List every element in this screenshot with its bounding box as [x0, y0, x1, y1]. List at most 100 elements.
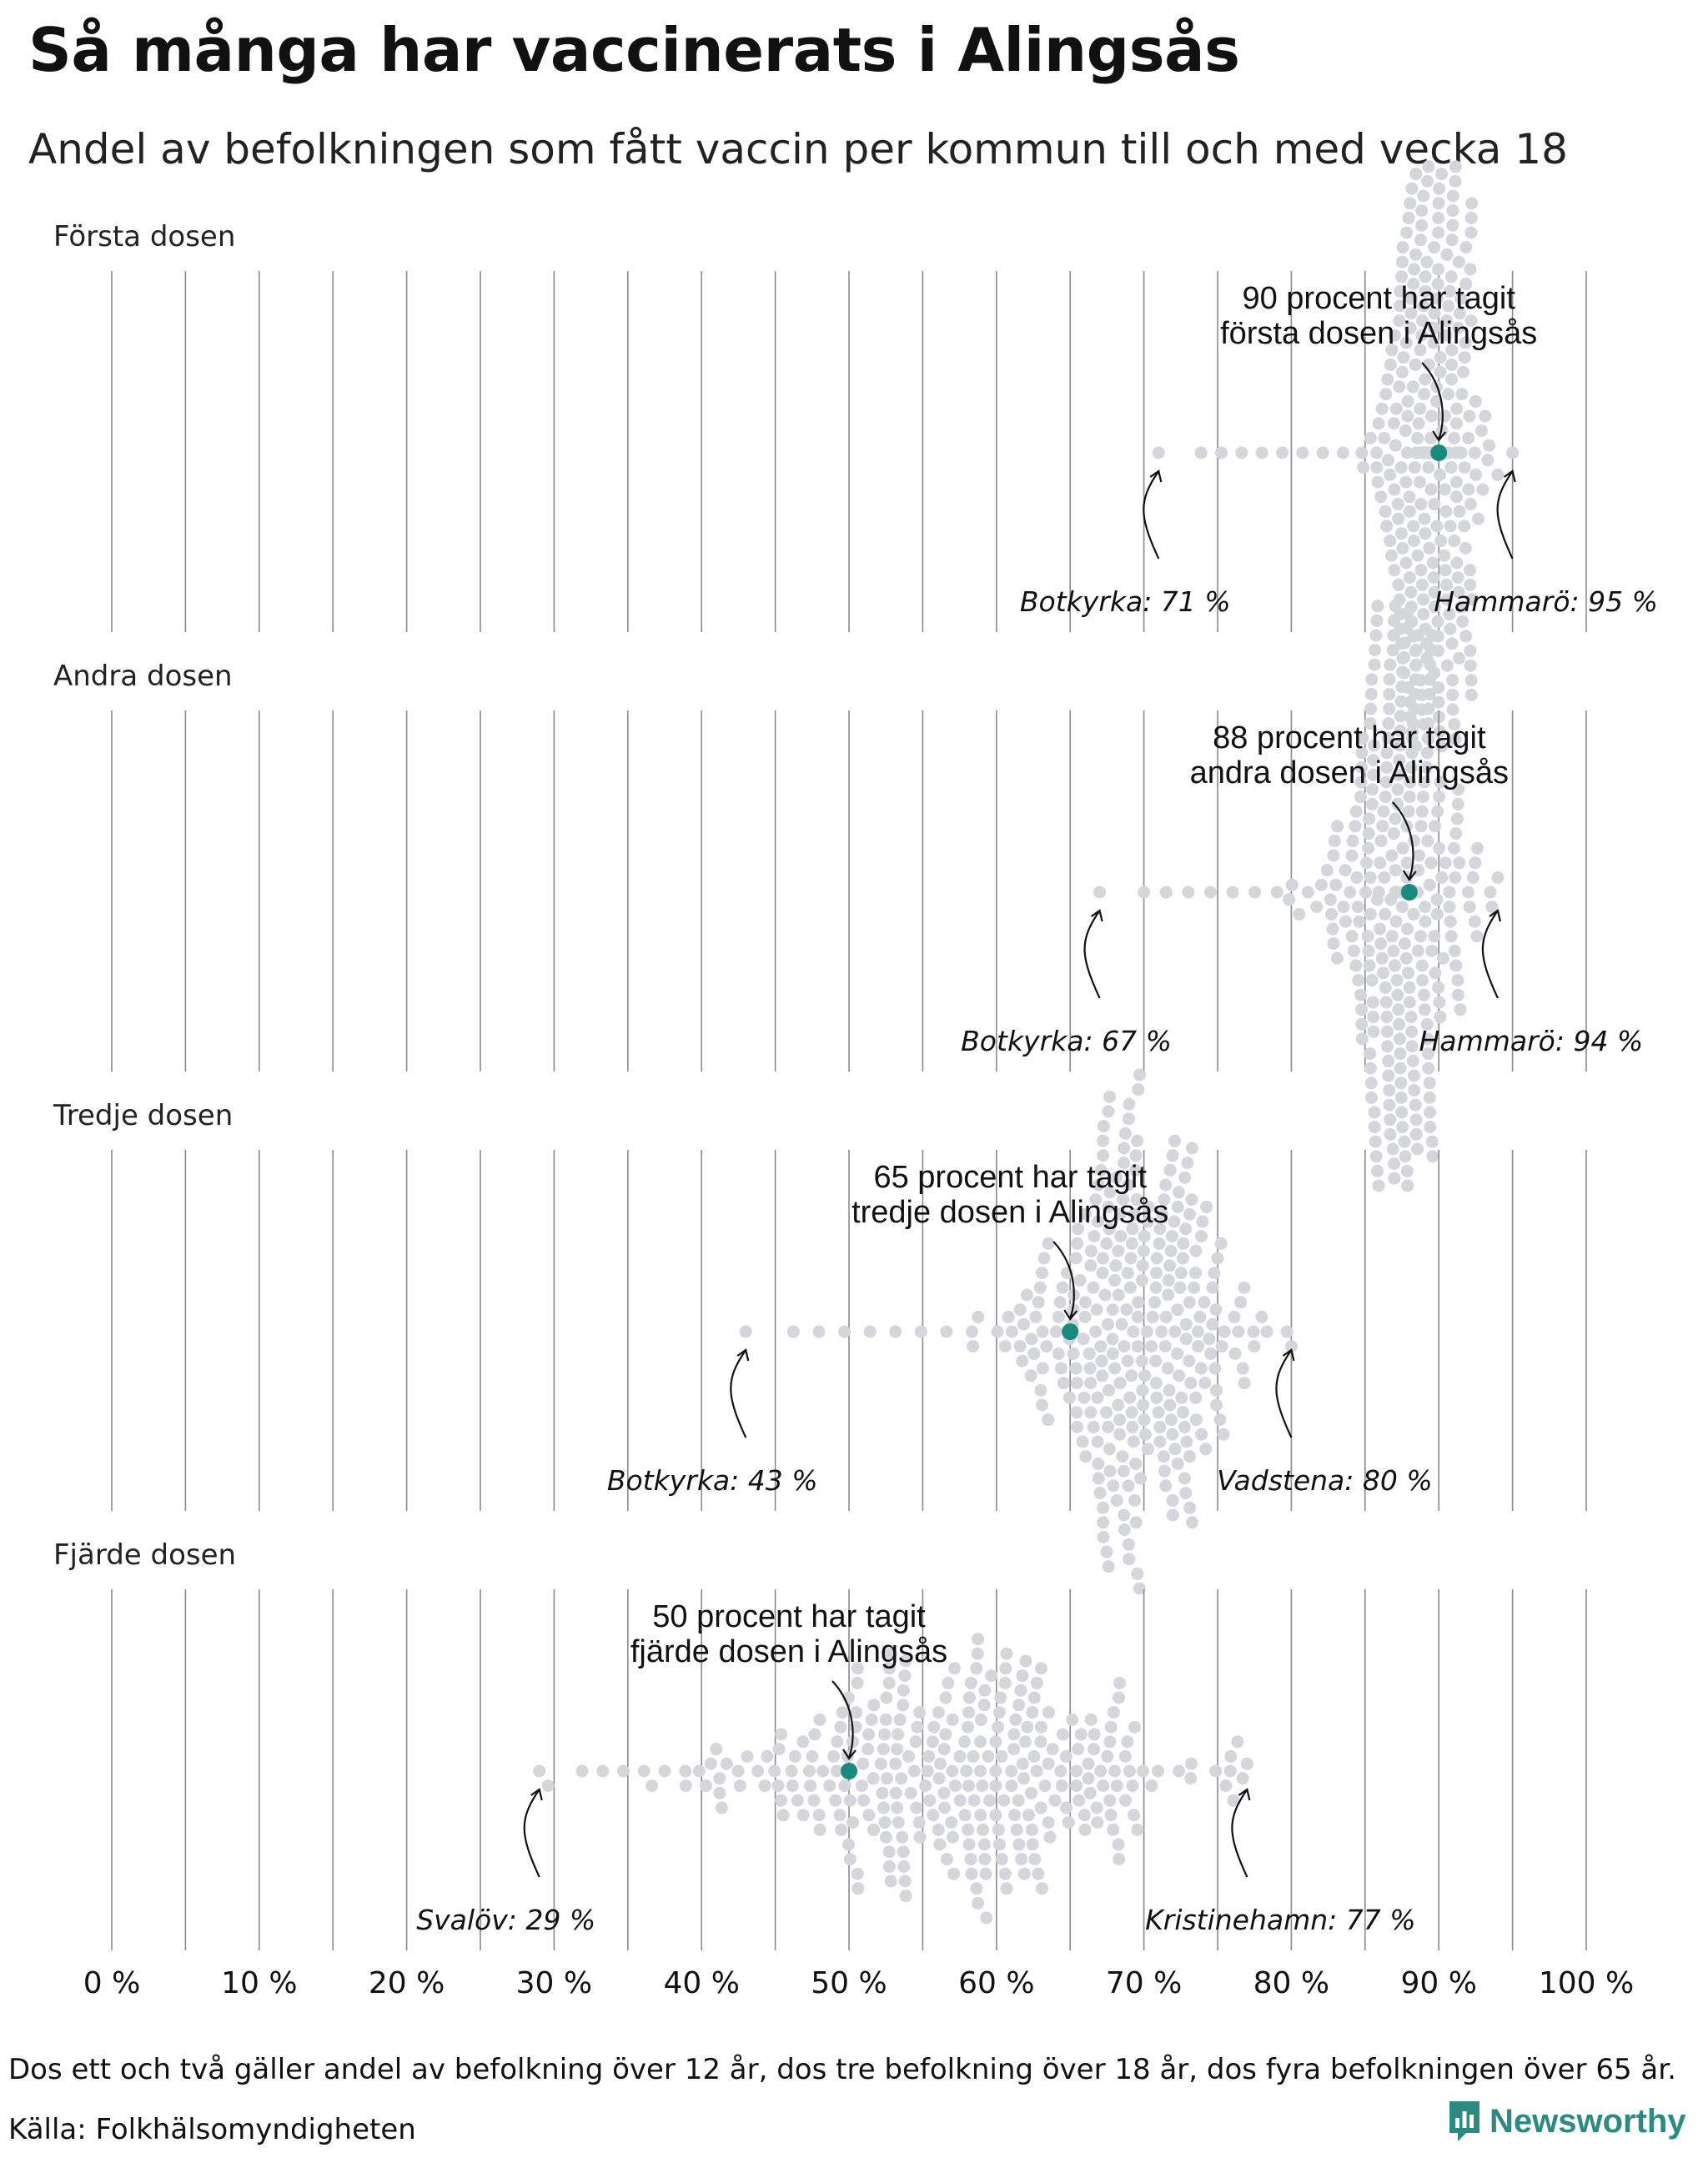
municipality-dot — [1129, 1149, 1143, 1162]
municipality-dot — [1394, 1061, 1407, 1075]
municipality-dot — [1370, 614, 1384, 627]
municipality-dot — [1396, 541, 1409, 555]
municipality-dot — [1182, 886, 1195, 899]
municipality-dot — [1399, 475, 1413, 489]
municipality-dot — [658, 1764, 671, 1778]
municipality-dot — [851, 1676, 864, 1689]
municipality-dot — [1054, 1362, 1068, 1375]
municipality-dot — [1070, 1779, 1083, 1793]
municipality-dot — [1367, 1025, 1380, 1038]
municipality-dot — [1381, 373, 1394, 386]
municipality-dot — [802, 1764, 816, 1778]
municipality-dot — [1103, 1735, 1117, 1749]
municipality-dot — [1214, 1237, 1228, 1250]
municipality-dot — [1037, 1252, 1051, 1265]
municipality-dot — [1367, 1011, 1380, 1024]
municipality-dot — [1091, 1435, 1104, 1448]
municipality-dot — [1035, 1882, 1048, 1895]
min-label: Botkyrka: 71 % — [1020, 585, 1231, 618]
municipality-dot — [1453, 504, 1466, 518]
municipality-dot — [1092, 1178, 1105, 1192]
municipality-dot — [1433, 790, 1446, 804]
municipality-dot — [838, 1325, 851, 1338]
municipality-dot — [1388, 614, 1401, 627]
municipality-dot — [836, 1706, 849, 1719]
municipality-dot — [1173, 1281, 1187, 1294]
municipality-dot — [1123, 1281, 1137, 1294]
municipality-dot — [1046, 1743, 1059, 1756]
municipality-dot — [813, 1713, 826, 1726]
x-tick-label: 60 % — [958, 1966, 1034, 2000]
municipality-dot — [972, 1633, 985, 1646]
municipality-dot — [1426, 629, 1439, 642]
municipality-dot — [1179, 1332, 1193, 1346]
municipality-dot — [1327, 937, 1340, 951]
municipality-dot — [846, 1816, 860, 1829]
municipality-dot — [1449, 827, 1463, 841]
municipality-dot — [1440, 659, 1454, 672]
municipality-dot — [1192, 1340, 1205, 1353]
municipality-dot — [1121, 1354, 1134, 1368]
municipality-dot — [1094, 1163, 1108, 1177]
municipality-dot — [1108, 1362, 1122, 1375]
municipality-dot — [1107, 1479, 1120, 1493]
municipality-dot — [1364, 1061, 1377, 1075]
x-tick-label: 30 % — [516, 1966, 592, 2000]
municipality-dot — [978, 1684, 992, 1697]
municipality-dot — [1408, 263, 1421, 276]
municipality-dot — [1025, 1786, 1038, 1799]
municipality-dot — [1025, 1823, 1038, 1836]
municipality-dot — [1399, 424, 1412, 438]
arrowhead — [736, 1348, 750, 1362]
municipality-dot — [808, 1728, 821, 1741]
municipality-dot — [1103, 1090, 1116, 1103]
municipality-dot — [1464, 578, 1477, 591]
municipality-dot — [974, 1713, 987, 1726]
municipality-dot — [1404, 760, 1418, 774]
municipality-dot — [1367, 768, 1380, 781]
municipality-dot — [1158, 1193, 1171, 1207]
municipality-dot — [1364, 1076, 1378, 1090]
municipality-dot — [1320, 864, 1334, 877]
municipality-dot — [1380, 1011, 1394, 1024]
municipality-dot — [1421, 834, 1434, 847]
municipality-dot — [1364, 687, 1378, 700]
municipality-dot — [1429, 820, 1442, 833]
municipality-dot — [1389, 915, 1403, 928]
municipality-dot — [1432, 211, 1445, 224]
municipality-dot — [1248, 1340, 1261, 1353]
municipality-dot — [1396, 241, 1409, 254]
municipality-dot — [771, 1779, 785, 1793]
municipality-dot — [1103, 1186, 1117, 1199]
municipality-dot — [1166, 1493, 1179, 1507]
municipality-dot — [1377, 966, 1390, 980]
municipality-dot — [1095, 1354, 1108, 1368]
municipality-dot — [1454, 292, 1468, 305]
panel-label: Andra dosen — [53, 660, 233, 693]
municipality-dot — [1012, 1794, 1025, 1807]
municipality-dot — [1394, 724, 1407, 737]
municipality-dot — [1193, 1310, 1207, 1323]
municipality-dot — [978, 1853, 992, 1866]
municipality-dot — [904, 1786, 917, 1799]
x-tick-label: 90 % — [1400, 1966, 1476, 2000]
municipality-dot — [1100, 1406, 1113, 1419]
municipality-dot — [1016, 1354, 1029, 1368]
municipality-dot — [1417, 299, 1430, 313]
municipality-dot — [1423, 687, 1436, 700]
municipality-dot — [874, 1757, 887, 1770]
municipality-dot — [1163, 1398, 1177, 1412]
municipality-dot — [1402, 805, 1415, 818]
municipality-dot — [1443, 901, 1456, 914]
municipality-dot — [1388, 483, 1401, 496]
municipality-dot — [1074, 1728, 1088, 1741]
municipality-dot — [1408, 1084, 1421, 1097]
municipality-dot — [1434, 725, 1447, 738]
municipality-dot — [1310, 901, 1324, 914]
municipality-dot — [1394, 299, 1407, 313]
municipality-dot — [1360, 856, 1374, 870]
municipality-dot — [1183, 1354, 1196, 1368]
highlight-arrow — [831, 1680, 854, 1759]
municipality-dot — [914, 1325, 927, 1338]
municipality-dot — [1171, 1200, 1184, 1213]
